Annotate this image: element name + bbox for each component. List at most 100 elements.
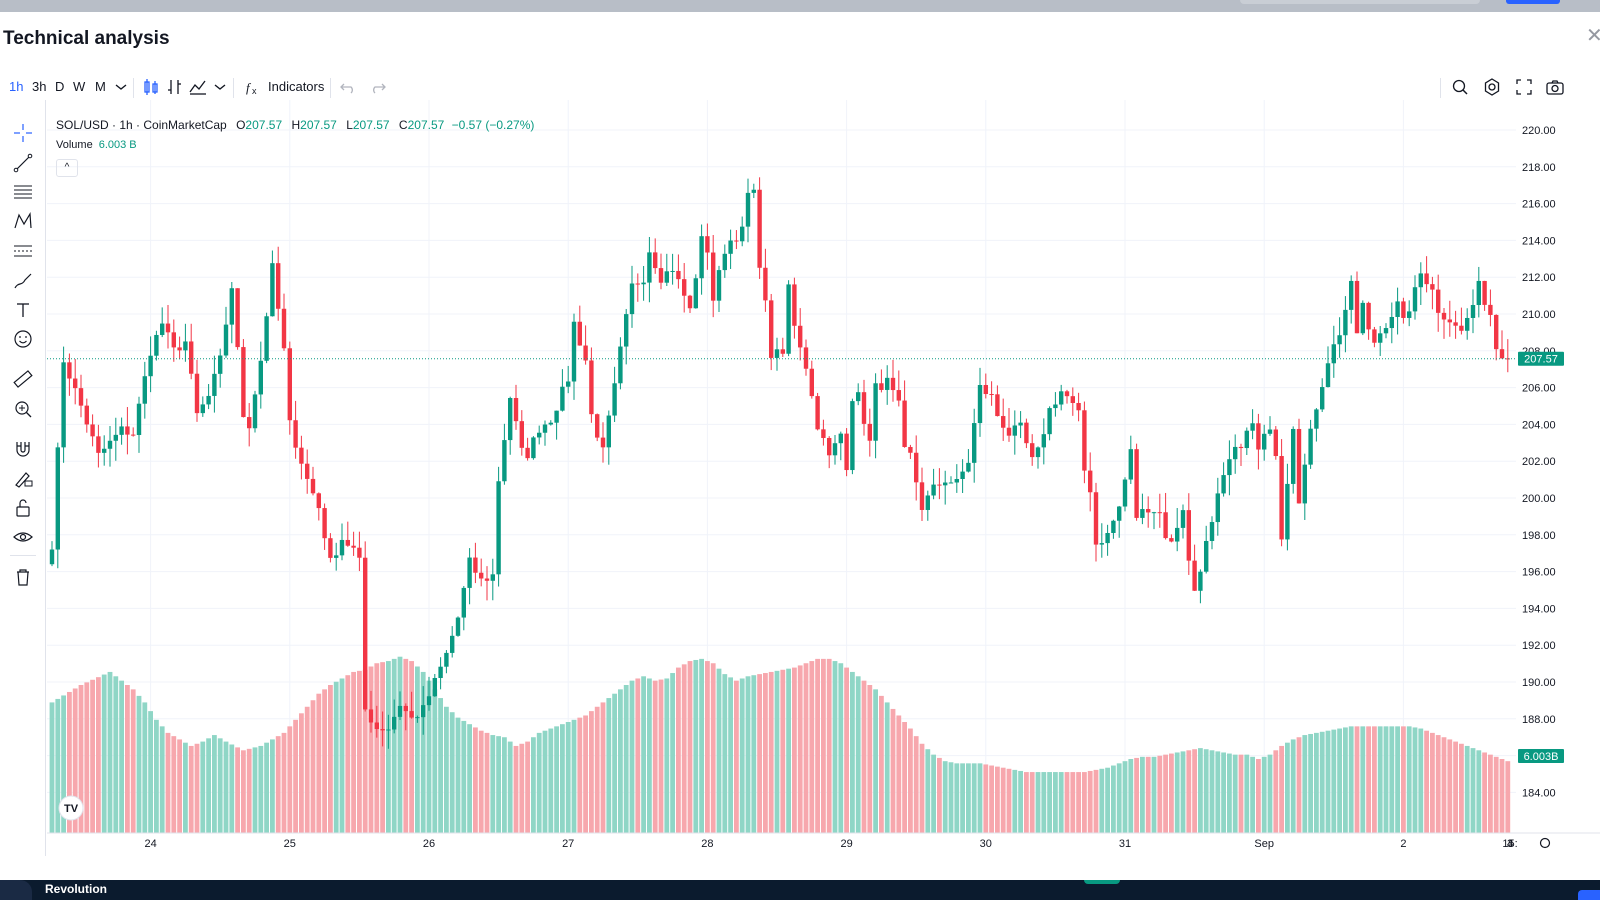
candle bbox=[322, 508, 327, 539]
volume-bar bbox=[519, 743, 525, 833]
zoom-in-icon[interactable] bbox=[12, 398, 34, 420]
volume-bar bbox=[1134, 757, 1139, 833]
brush-icon[interactable] bbox=[12, 270, 34, 292]
compare-icon[interactable] bbox=[165, 77, 185, 97]
volume-bar bbox=[1238, 754, 1244, 833]
ruler-icon[interactable] bbox=[12, 368, 34, 390]
trash-icon[interactable] bbox=[12, 566, 34, 588]
emoji-icon[interactable] bbox=[12, 328, 34, 350]
volume-bar bbox=[995, 766, 1000, 833]
price-tick-label: 220.00 bbox=[1522, 125, 1556, 137]
candle bbox=[641, 282, 646, 285]
volume-bar bbox=[792, 667, 797, 833]
candle bbox=[252, 394, 258, 429]
candle bbox=[415, 717, 420, 719]
candle bbox=[989, 394, 994, 396]
volume-bar bbox=[954, 763, 960, 833]
volume-bar bbox=[1395, 726, 1400, 833]
undo-icon[interactable] bbox=[338, 77, 358, 97]
timeframe-3h[interactable]: 3h bbox=[32, 79, 47, 94]
eye-icon[interactable] bbox=[12, 526, 34, 548]
candle bbox=[972, 423, 977, 463]
candle bbox=[925, 495, 930, 510]
volume-bar bbox=[467, 724, 472, 833]
open-value: 207.57 bbox=[245, 118, 283, 132]
magnet-icon[interactable] bbox=[12, 438, 34, 460]
redo-icon[interactable] bbox=[368, 77, 388, 97]
chevron-down-icon[interactable] bbox=[111, 77, 131, 97]
volume-bar bbox=[1192, 749, 1197, 833]
volume-bar bbox=[299, 713, 304, 833]
chevron-down-icon[interactable] bbox=[210, 77, 230, 97]
candle bbox=[1146, 509, 1151, 513]
candle bbox=[699, 236, 704, 279]
candles-icon[interactable] bbox=[141, 77, 161, 97]
price-tick-label: 216.00 bbox=[1522, 199, 1556, 211]
volume-bar bbox=[1087, 770, 1093, 833]
close-icon[interactable]: ✕ bbox=[1586, 25, 1600, 47]
volume-bar bbox=[1227, 753, 1232, 833]
timeframe-m[interactable]: M bbox=[95, 79, 106, 94]
candle bbox=[328, 538, 333, 558]
volume-bar bbox=[113, 676, 119, 833]
volume-bar bbox=[362, 669, 368, 833]
candle bbox=[154, 334, 159, 356]
crosshair-icon[interactable] bbox=[12, 122, 34, 144]
volume-bar bbox=[745, 676, 751, 833]
candle bbox=[55, 447, 60, 550]
candle bbox=[566, 381, 571, 387]
volume-bar bbox=[797, 665, 803, 833]
fullscreen-icon[interactable] bbox=[1514, 77, 1534, 97]
price-chart[interactable]: 220.00218.00216.00214.00212.00210.00208.… bbox=[0, 100, 1600, 880]
volume-bar bbox=[757, 674, 762, 833]
volume-bar bbox=[1470, 748, 1476, 833]
volume-bar bbox=[983, 764, 989, 833]
volume-bar bbox=[1099, 768, 1105, 833]
lock-drawing-icon[interactable] bbox=[12, 467, 34, 489]
camera-icon[interactable] bbox=[1545, 77, 1565, 97]
candle bbox=[473, 557, 478, 573]
indicators-button[interactable]: Indicators bbox=[268, 79, 325, 94]
settings-icon[interactable] bbox=[1482, 77, 1502, 97]
volume-bar bbox=[1441, 737, 1447, 833]
volume-bar bbox=[188, 745, 194, 833]
volume-bar bbox=[1325, 730, 1331, 833]
fib-icon[interactable] bbox=[12, 181, 34, 203]
candle bbox=[1041, 434, 1046, 448]
candle bbox=[165, 323, 171, 333]
timeframe-w[interactable]: W bbox=[73, 79, 86, 94]
trendline-icon[interactable] bbox=[12, 152, 34, 174]
symbol-line[interactable]: SOL/USD · 1h · CoinMarketCap bbox=[56, 118, 227, 132]
collapse-legend-button[interactable]: ^ bbox=[56, 159, 78, 177]
volume-bar bbox=[130, 689, 136, 833]
forecast-icon[interactable] bbox=[12, 240, 34, 262]
text-icon[interactable] bbox=[12, 299, 34, 321]
volume-bar bbox=[1256, 759, 1261, 833]
volume-bar bbox=[832, 661, 838, 833]
volume-bar bbox=[768, 671, 774, 833]
volume-label[interactable]: Volume bbox=[56, 139, 93, 151]
zoom-icon[interactable] bbox=[1450, 77, 1470, 97]
candle bbox=[1256, 423, 1261, 450]
timeframe-d[interactable]: D bbox=[55, 79, 65, 94]
candle bbox=[90, 424, 95, 437]
pattern-icon[interactable] bbox=[12, 210, 34, 232]
time-tick-label: Sep bbox=[1254, 838, 1274, 850]
timeframe-1h[interactable]: 1h bbox=[9, 79, 24, 94]
volume-bar bbox=[1169, 753, 1174, 833]
volume-bar bbox=[1314, 732, 1319, 833]
lock-icon[interactable] bbox=[12, 497, 34, 519]
candle bbox=[1430, 284, 1435, 290]
candle bbox=[148, 355, 153, 377]
volume-bar bbox=[397, 656, 403, 833]
volume-bar bbox=[1006, 768, 1012, 833]
candle bbox=[1140, 509, 1145, 518]
chart-type-icon[interactable] bbox=[188, 77, 208, 97]
candle bbox=[1494, 314, 1499, 350]
candle bbox=[658, 268, 664, 283]
candle bbox=[258, 360, 263, 395]
modal-title: Technical analysis bbox=[3, 28, 170, 49]
price-axis: 220.00218.00216.00214.00212.00210.00208.… bbox=[1516, 100, 1600, 856]
volume-bar bbox=[438, 698, 443, 833]
